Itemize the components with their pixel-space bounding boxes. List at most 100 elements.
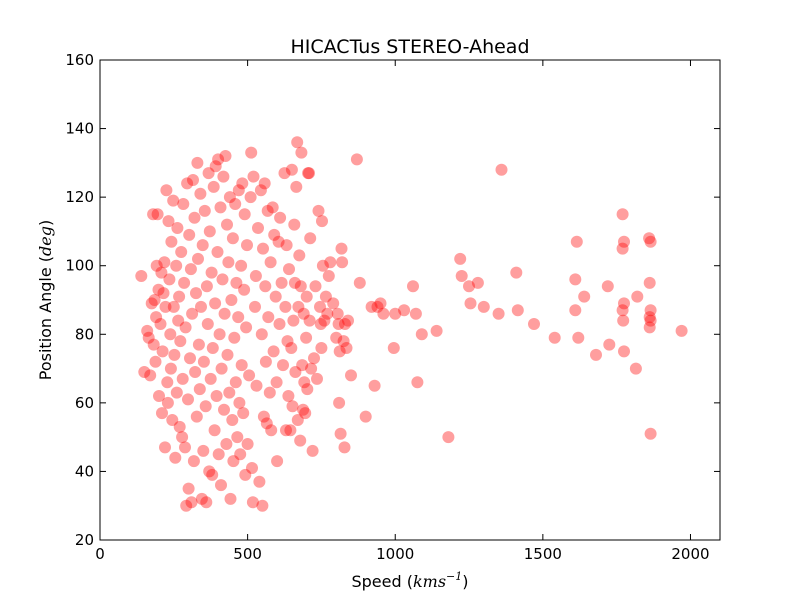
scatter-point (309, 280, 322, 293)
scatter-point (643, 232, 656, 245)
scatter-point (368, 379, 381, 392)
scatter-point (618, 297, 630, 310)
scatter-point (245, 146, 258, 159)
scatter-point (249, 300, 261, 313)
scatter-point (165, 235, 178, 248)
scatter-point (219, 150, 232, 162)
scatter-point (206, 342, 219, 354)
scatter-point (218, 307, 231, 320)
scatter-point (148, 294, 161, 306)
chart-title: HICACTus STEREO-Ahead (290, 36, 529, 58)
scatter-point (197, 444, 210, 457)
scatter-point (172, 314, 185, 327)
scatter-point (182, 393, 194, 406)
scatter-point (190, 287, 202, 300)
scatter-point (241, 239, 253, 252)
scatter-point (183, 228, 196, 241)
scatter-point (207, 180, 220, 193)
scatter-point (590, 348, 602, 361)
scatter-point (324, 256, 337, 269)
scatter-point (311, 372, 323, 385)
scatter-point (301, 383, 314, 396)
scatter-point (259, 280, 272, 293)
scatter-point (226, 232, 239, 245)
scatter-point (303, 167, 315, 180)
scatter-point (306, 444, 319, 457)
scatter-point (617, 314, 630, 327)
x-tick-label: 500 (233, 545, 262, 563)
scatter-point (289, 366, 302, 378)
scatter-point (272, 235, 285, 248)
scatter-point (232, 184, 245, 197)
scatter-point (144, 369, 157, 382)
scatter-point (170, 259, 183, 272)
scatter-point (285, 163, 298, 176)
scatter-point (339, 318, 351, 330)
scatter-point (240, 321, 253, 334)
scatter-point (618, 235, 630, 248)
x-axis-unit: kms (413, 572, 446, 591)
scatter-point (268, 228, 281, 241)
scatter-point (318, 314, 331, 327)
scatter-point (254, 184, 267, 197)
scatter-point (211, 246, 224, 258)
scatter-point (601, 280, 614, 293)
scatter-point (675, 324, 688, 337)
scatter-point (278, 167, 291, 180)
scatter-point (308, 352, 320, 365)
scatter-point (374, 297, 387, 310)
scatter-point (150, 311, 163, 324)
scatter-point (208, 424, 221, 437)
scatter-point (296, 359, 309, 372)
scatter-point (224, 492, 237, 505)
scatter-point (186, 307, 199, 320)
scatter-point (235, 259, 248, 272)
scatter-point (168, 348, 181, 361)
scatter-point (244, 191, 257, 204)
scatter-point (271, 455, 284, 468)
scatter-point (455, 270, 468, 282)
scatter-point (220, 438, 233, 450)
scatter-point (631, 290, 644, 303)
scatter-point (243, 369, 256, 382)
scatter-point (281, 335, 294, 348)
scatter-point (213, 328, 226, 341)
scatter-point (302, 167, 315, 180)
scatter-point (336, 256, 349, 269)
scatter-point (300, 290, 313, 303)
scatter-point (305, 362, 318, 375)
scatter-point (569, 304, 582, 317)
scatter-point (157, 287, 170, 300)
scatter-point (267, 345, 280, 358)
scatter-point (340, 342, 353, 354)
scatter-point (226, 414, 239, 426)
scatter-point (214, 201, 227, 214)
scatter-point (284, 424, 297, 437)
x-axis-label-close: ) (462, 572, 468, 591)
scatter-point (314, 318, 327, 330)
scatter-point (371, 300, 384, 313)
scatter-point (159, 441, 171, 454)
scatter-point (316, 259, 329, 272)
scatter-point (277, 359, 289, 372)
scatter-point (297, 403, 310, 416)
scatter-point (141, 324, 154, 337)
scatter-point (463, 280, 475, 293)
scatter-point (266, 201, 279, 214)
scatter-point (216, 273, 229, 286)
scatter-point (167, 300, 180, 313)
scatter-point (173, 290, 186, 303)
scatter-point (644, 235, 657, 248)
scatter-point (152, 283, 165, 296)
scatter-point (200, 496, 213, 509)
scatter-point (170, 386, 183, 399)
scatter-point (282, 390, 295, 402)
scatter-point (206, 468, 219, 481)
scatter-point (236, 177, 249, 190)
scatter-point (548, 331, 561, 344)
scatter-point (292, 300, 305, 313)
scatter-point (195, 300, 207, 313)
scatter-point (250, 379, 263, 392)
scatter-point (209, 297, 222, 310)
